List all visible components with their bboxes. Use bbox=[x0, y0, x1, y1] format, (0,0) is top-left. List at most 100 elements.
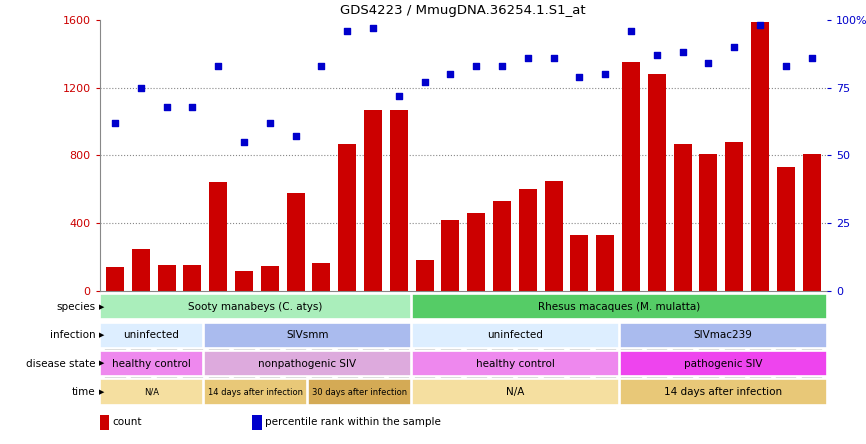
FancyBboxPatch shape bbox=[105, 292, 126, 380]
FancyBboxPatch shape bbox=[724, 292, 745, 380]
Bar bbox=[596, 235, 614, 291]
FancyBboxPatch shape bbox=[517, 292, 539, 380]
FancyBboxPatch shape bbox=[182, 292, 203, 380]
Point bbox=[134, 84, 148, 91]
FancyBboxPatch shape bbox=[569, 292, 590, 380]
FancyBboxPatch shape bbox=[698, 292, 719, 380]
FancyBboxPatch shape bbox=[130, 292, 152, 380]
Text: healthy control: healthy control bbox=[475, 359, 555, 369]
Text: GSM440060: GSM440060 bbox=[188, 295, 197, 344]
FancyBboxPatch shape bbox=[595, 292, 616, 380]
Bar bbox=[648, 74, 666, 291]
Text: GSM440069: GSM440069 bbox=[420, 295, 430, 344]
Bar bbox=[210, 182, 227, 291]
Point bbox=[314, 63, 328, 70]
Point bbox=[263, 119, 277, 127]
Point bbox=[701, 60, 715, 67]
Bar bbox=[100, 415, 109, 430]
FancyBboxPatch shape bbox=[204, 351, 410, 377]
FancyBboxPatch shape bbox=[208, 292, 229, 380]
Text: GSM440068: GSM440068 bbox=[394, 295, 404, 344]
Bar bbox=[493, 201, 511, 291]
Text: GSM440082: GSM440082 bbox=[755, 295, 765, 344]
Text: GSM440077: GSM440077 bbox=[626, 295, 636, 344]
Text: GSM440064: GSM440064 bbox=[291, 295, 301, 344]
FancyBboxPatch shape bbox=[646, 292, 668, 380]
Text: ▶: ▶ bbox=[99, 332, 104, 338]
FancyBboxPatch shape bbox=[100, 379, 203, 405]
FancyBboxPatch shape bbox=[100, 294, 410, 320]
Bar bbox=[339, 143, 356, 291]
Text: uninfected: uninfected bbox=[488, 330, 543, 340]
Bar bbox=[261, 266, 279, 291]
FancyBboxPatch shape bbox=[672, 292, 693, 380]
Text: GSM440074: GSM440074 bbox=[549, 295, 558, 344]
Text: GSM440067: GSM440067 bbox=[369, 295, 378, 344]
Text: GSM440081: GSM440081 bbox=[730, 295, 739, 344]
Point bbox=[650, 52, 663, 59]
Bar bbox=[545, 181, 563, 291]
Bar bbox=[287, 193, 305, 291]
Text: disease state: disease state bbox=[26, 359, 95, 369]
Bar bbox=[674, 143, 692, 291]
Text: Sooty manabeys (C. atys): Sooty manabeys (C. atys) bbox=[188, 302, 323, 312]
Text: species: species bbox=[56, 302, 95, 312]
FancyBboxPatch shape bbox=[412, 379, 618, 405]
FancyBboxPatch shape bbox=[311, 292, 332, 380]
FancyBboxPatch shape bbox=[234, 292, 255, 380]
Point bbox=[572, 73, 586, 80]
Text: GSM440072: GSM440072 bbox=[497, 295, 507, 344]
Text: N/A: N/A bbox=[506, 387, 525, 397]
Point bbox=[675, 49, 689, 56]
Text: GSM440073: GSM440073 bbox=[523, 295, 533, 344]
FancyBboxPatch shape bbox=[204, 322, 410, 348]
FancyBboxPatch shape bbox=[156, 292, 178, 380]
Point bbox=[288, 133, 302, 140]
Text: 30 days after infection: 30 days after infection bbox=[312, 388, 407, 396]
Bar bbox=[622, 62, 640, 291]
Bar bbox=[184, 265, 202, 291]
Bar bbox=[751, 22, 769, 291]
Text: ▶: ▶ bbox=[99, 361, 104, 367]
FancyBboxPatch shape bbox=[440, 292, 461, 380]
FancyBboxPatch shape bbox=[337, 292, 358, 380]
Text: GSM440062: GSM440062 bbox=[240, 295, 249, 344]
Bar bbox=[700, 154, 717, 291]
Text: GSM440071: GSM440071 bbox=[472, 295, 481, 344]
Text: GSM440057: GSM440057 bbox=[111, 295, 120, 344]
Text: percentile rank within the sample: percentile rank within the sample bbox=[266, 417, 442, 428]
Text: healthy control: healthy control bbox=[112, 359, 191, 369]
FancyBboxPatch shape bbox=[491, 292, 513, 380]
FancyBboxPatch shape bbox=[100, 351, 203, 377]
Bar bbox=[252, 415, 262, 430]
FancyBboxPatch shape bbox=[285, 292, 307, 380]
FancyBboxPatch shape bbox=[620, 292, 642, 380]
Bar bbox=[416, 259, 434, 291]
FancyBboxPatch shape bbox=[412, 294, 826, 320]
Text: ▶: ▶ bbox=[99, 304, 104, 310]
Bar bbox=[571, 235, 588, 291]
Text: GSM440065: GSM440065 bbox=[317, 295, 326, 344]
Point bbox=[443, 71, 457, 78]
Text: GSM440079: GSM440079 bbox=[678, 295, 687, 344]
Text: Rhesus macaques (M. mulatta): Rhesus macaques (M. mulatta) bbox=[538, 302, 701, 312]
Text: SIVsmm: SIVsmm bbox=[286, 330, 329, 340]
FancyBboxPatch shape bbox=[308, 379, 410, 405]
FancyBboxPatch shape bbox=[414, 292, 436, 380]
Text: N/A: N/A bbox=[144, 388, 159, 396]
Point bbox=[753, 22, 767, 29]
Text: GSM440083: GSM440083 bbox=[781, 295, 791, 344]
FancyBboxPatch shape bbox=[412, 351, 618, 377]
Point bbox=[520, 54, 534, 61]
Text: count: count bbox=[113, 417, 142, 428]
Text: GSM440075: GSM440075 bbox=[575, 295, 584, 344]
Point bbox=[598, 71, 612, 78]
Text: SIVmac239: SIVmac239 bbox=[694, 330, 753, 340]
Text: uninfected: uninfected bbox=[124, 330, 179, 340]
Text: nonpathogenic SIV: nonpathogenic SIV bbox=[258, 359, 357, 369]
Point bbox=[624, 27, 638, 34]
Text: GSM440084: GSM440084 bbox=[807, 295, 816, 344]
Text: 14 days after infection: 14 days after infection bbox=[208, 388, 303, 396]
FancyBboxPatch shape bbox=[204, 379, 307, 405]
Text: ▶: ▶ bbox=[99, 389, 104, 395]
